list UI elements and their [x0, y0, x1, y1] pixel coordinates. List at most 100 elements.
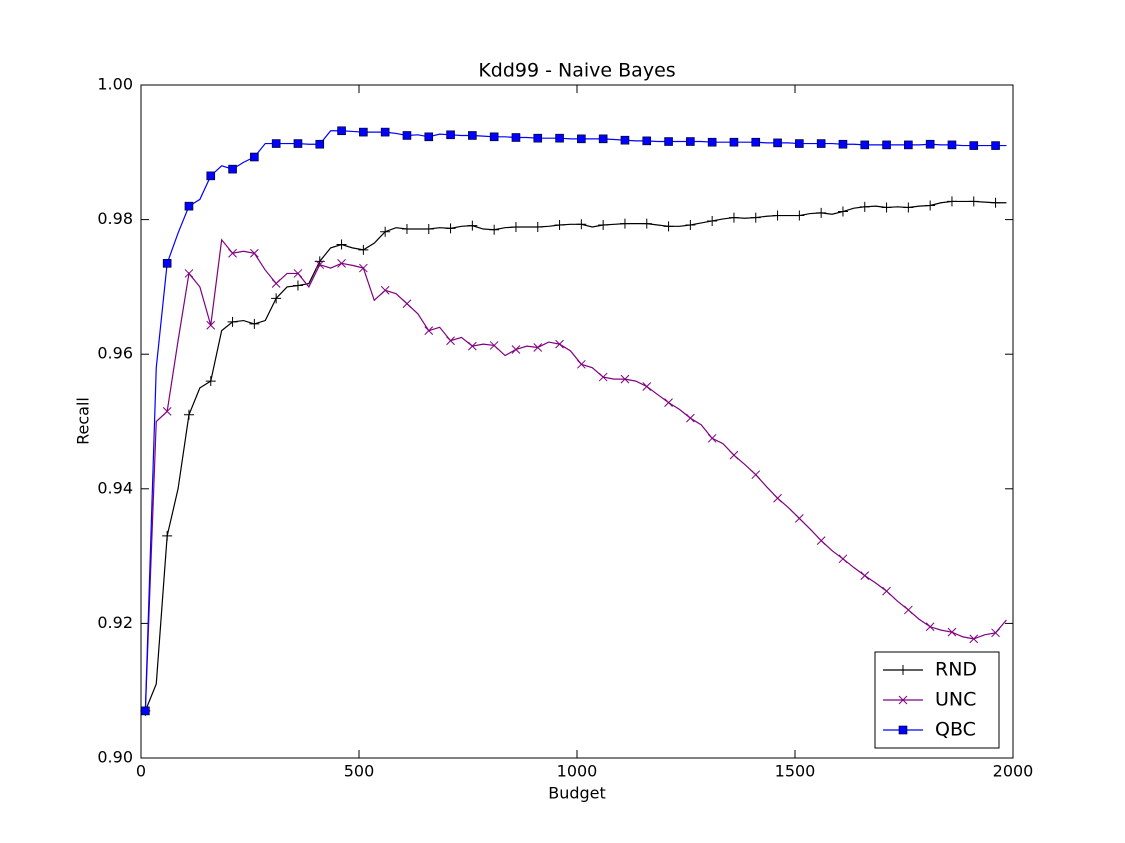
marker — [707, 137, 717, 147]
legend: RND UNC QBC — [874, 651, 1000, 749]
marker — [533, 343, 543, 352]
chart-title: Kdd99 - Naive Bayes — [478, 60, 675, 82]
x-tick-label: 500 — [344, 762, 375, 781]
marker — [315, 139, 325, 149]
marker — [162, 530, 173, 541]
marker — [445, 223, 456, 234]
marker — [358, 244, 369, 255]
marker — [751, 137, 761, 147]
marker — [337, 258, 346, 268]
marker — [380, 127, 390, 137]
marker — [859, 201, 870, 212]
marker — [642, 382, 652, 391]
x-tick-label: 0 — [136, 762, 146, 781]
marker — [707, 433, 717, 443]
marker — [315, 260, 325, 270]
marker — [293, 139, 303, 148]
y-tick-label: 1.00 — [97, 75, 133, 94]
marker — [423, 224, 434, 235]
marker — [206, 171, 216, 181]
marker — [598, 134, 608, 144]
marker — [664, 137, 673, 146]
marker — [968, 196, 979, 207]
marker — [401, 224, 412, 235]
y-tick-label: 0.92 — [97, 613, 133, 632]
marker — [598, 219, 609, 230]
marker — [904, 140, 913, 150]
marker — [141, 706, 150, 716]
marker — [664, 398, 673, 408]
marker — [446, 130, 455, 140]
marker — [947, 627, 957, 637]
marker — [620, 374, 630, 384]
marker — [795, 139, 804, 148]
marker — [838, 554, 848, 564]
marker — [860, 571, 870, 580]
marker — [292, 280, 303, 291]
marker — [904, 605, 913, 615]
marker — [882, 586, 891, 596]
marker — [969, 141, 979, 150]
marker — [250, 152, 259, 162]
marker — [641, 218, 652, 229]
series — [141, 238, 1007, 716]
marker — [184, 201, 194, 211]
series — [140, 196, 1007, 716]
y-tick-label: 0.98 — [97, 209, 133, 228]
marker — [925, 139, 935, 149]
marker — [227, 316, 238, 327]
marker — [991, 628, 1000, 638]
marker — [510, 222, 521, 233]
marker — [555, 133, 564, 143]
marker — [380, 226, 391, 237]
marker — [642, 136, 652, 146]
marker — [576, 219, 587, 230]
marker — [402, 131, 412, 140]
marker — [620, 135, 630, 145]
marker — [228, 164, 237, 174]
marker — [468, 131, 477, 140]
legend-label: UNC — [935, 689, 976, 711]
legend-marker — [898, 665, 908, 675]
legend-label: QBC — [935, 719, 976, 741]
marker — [837, 206, 848, 217]
marker — [663, 221, 674, 232]
marker — [816, 207, 827, 218]
marker — [577, 359, 586, 369]
marker — [424, 132, 434, 142]
plot-frame — [140, 84, 1014, 759]
x-tick-label: 2000 — [993, 762, 1034, 781]
marker — [380, 285, 390, 295]
marker — [402, 299, 412, 309]
marker — [750, 212, 761, 223]
marker — [468, 341, 477, 351]
marker — [184, 269, 194, 278]
marker — [205, 376, 216, 387]
marker — [882, 140, 891, 150]
marker — [446, 336, 455, 346]
marker — [336, 239, 347, 250]
marker — [903, 202, 914, 213]
marker — [816, 139, 826, 148]
marker — [533, 133, 543, 143]
marker — [794, 210, 805, 221]
marker — [860, 140, 870, 150]
y-tick-label: 0.90 — [97, 748, 133, 767]
marker — [359, 127, 368, 137]
marker — [489, 132, 499, 142]
marker — [555, 339, 564, 349]
marker — [162, 259, 172, 268]
marker — [293, 269, 303, 278]
marker — [773, 493, 782, 503]
marker — [206, 320, 216, 330]
marker — [511, 133, 521, 142]
marker — [183, 409, 194, 420]
x-tick-label: 1500 — [775, 762, 816, 781]
marker — [598, 372, 608, 382]
marker — [162, 407, 172, 416]
marker — [359, 263, 368, 273]
x-tick-label: 1000 — [557, 762, 598, 781]
marker — [838, 139, 848, 149]
